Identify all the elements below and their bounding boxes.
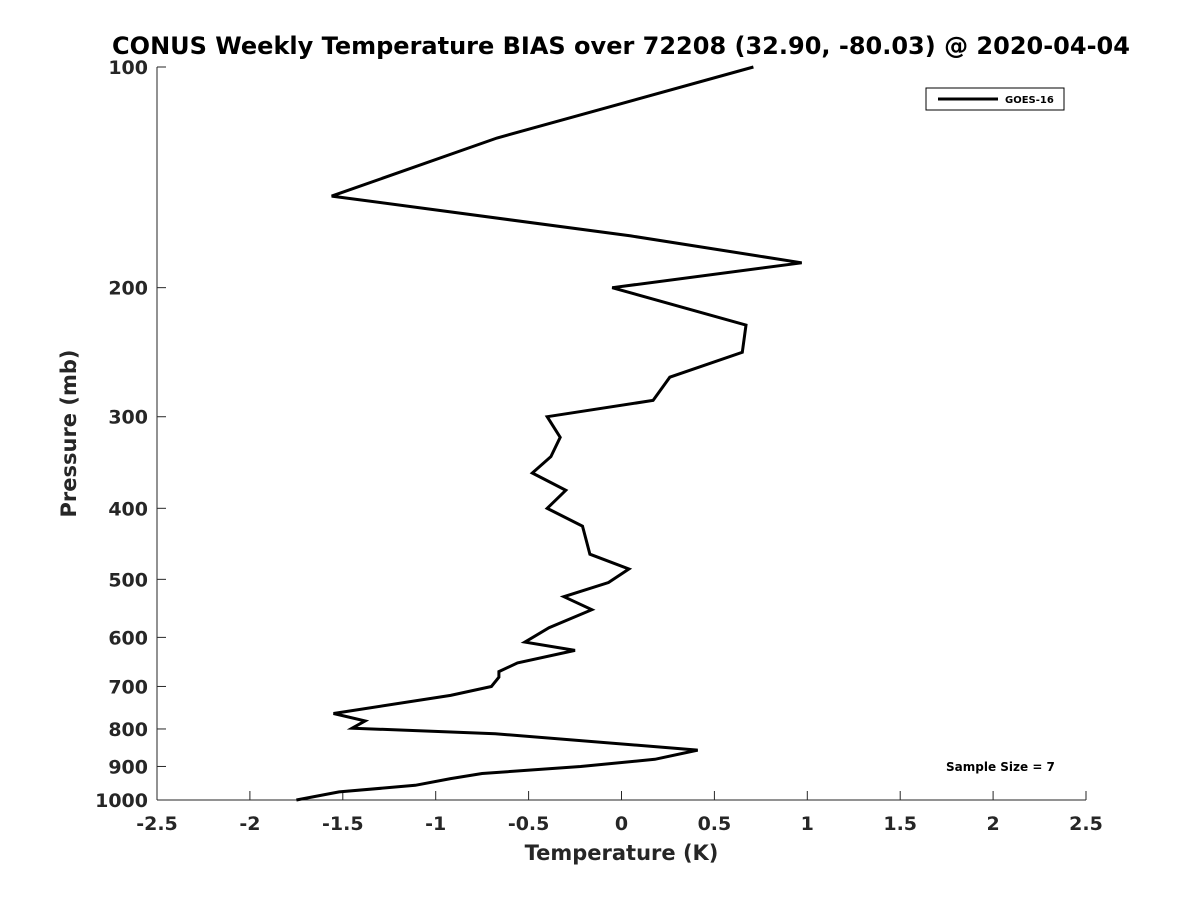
series-group xyxy=(296,65,802,802)
chart-title: CONUS Weekly Temperature BIAS over 72208… xyxy=(112,32,1130,60)
x-tick-label: 1 xyxy=(801,813,814,835)
y-tick-label: 700 xyxy=(108,676,148,698)
sample-size-note: Sample Size = 7 xyxy=(946,760,1055,774)
y-tick-label: 900 xyxy=(108,756,148,778)
series-line xyxy=(296,65,802,802)
x-tick-label: 0 xyxy=(615,813,628,835)
x-tick-label: -2.5 xyxy=(136,813,178,835)
x-tick-label: 1.5 xyxy=(883,813,917,835)
y-tick-label: 300 xyxy=(108,407,148,429)
y-tick-label: 200 xyxy=(108,278,148,300)
legend-label: GOES-16 xyxy=(1005,95,1054,106)
y-axis-label: Pressure (mb) xyxy=(57,350,81,518)
x-tick-label: 0.5 xyxy=(698,813,732,835)
axes: -2.5 -2 -1.5 -1 -0.5 0 0.5 1 1.5 2 2.5 100 200 300 400… xyxy=(57,57,1103,865)
x-tick-label: -1.5 xyxy=(322,813,364,835)
y-tick-label: 400 xyxy=(108,498,148,520)
x-tick-label: -1 xyxy=(425,813,446,835)
x-axis-label: Temperature (K) xyxy=(525,841,719,865)
x-tick-label: 2.5 xyxy=(1069,813,1103,835)
y-tick-label: 1000 xyxy=(95,790,148,812)
y-tick-label: 100 xyxy=(108,57,148,79)
x-tick-label: 2 xyxy=(986,813,999,835)
y-tick-label: 800 xyxy=(108,719,148,741)
legend: GOES-16 xyxy=(925,87,1065,111)
y-tick-label: 600 xyxy=(108,627,148,649)
x-tick-label: -2 xyxy=(239,813,260,835)
x-tick-label: -0.5 xyxy=(508,813,550,835)
y-tick-label: 500 xyxy=(108,569,148,591)
